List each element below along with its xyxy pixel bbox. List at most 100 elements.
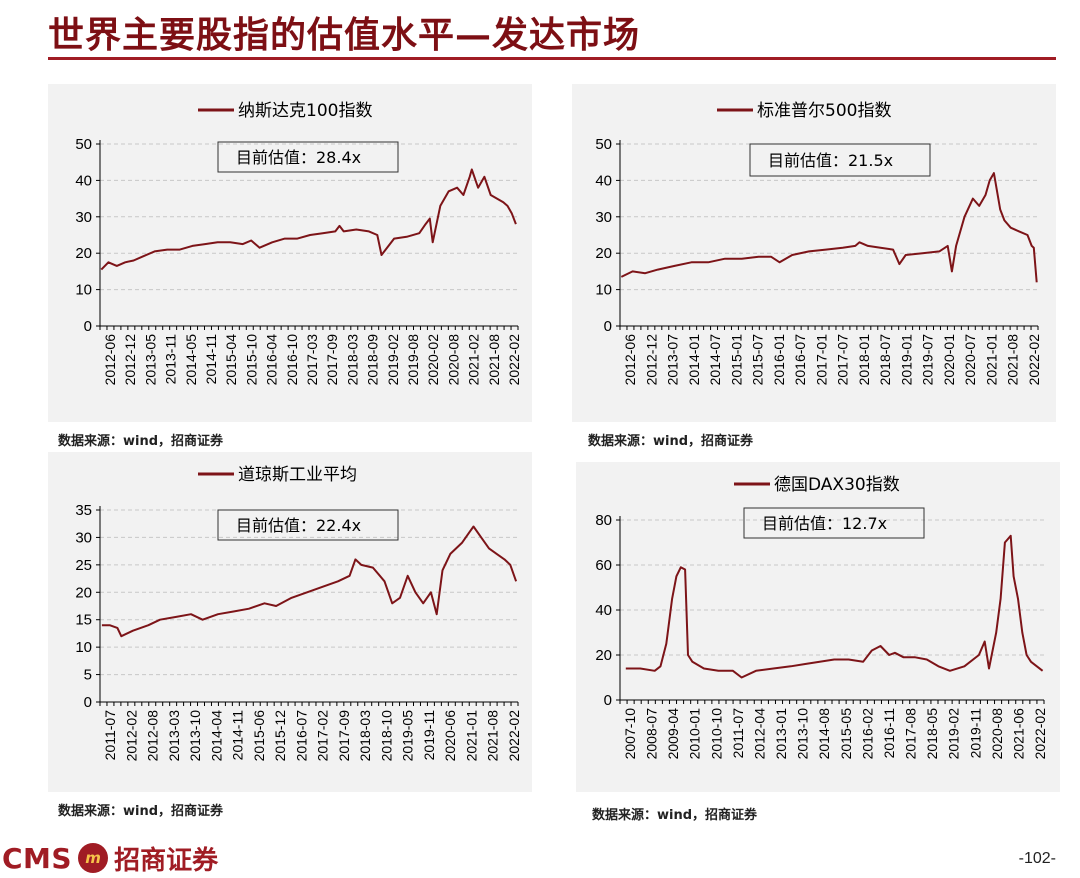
annotation-box [217,141,399,173]
x-tick-label: 2022-02 [506,334,522,386]
x-tick-label: 2013-11 [163,334,179,385]
x-tick-label: 2018-05 [924,708,940,760]
x-tick-label: 2020-06 [442,710,458,762]
x-tick-label: 2013-07 [665,334,681,386]
x-tick-label: 2019-01 [898,334,914,386]
x-tick-label: 2019-02 [385,334,401,386]
legend-label: 纳斯达克100指数 [238,101,372,121]
y-tick-label: 0 [604,692,612,709]
x-tick-label: 2015-10 [243,334,259,386]
y-tick-label: 0 [84,694,92,711]
x-tick-label: 2019-05 [400,710,416,762]
y-tick-label: 50 [595,136,612,153]
x-tick-label: 2015-06 [251,710,267,762]
x-tick-label: 2021-08 [486,334,502,386]
chart-panel-dax: 0 20 40 60 80 2007-10 2008-07 2009-04 2010-01 201… [576,462,1060,792]
annotation-text: 目前估值：12.7x [762,514,887,533]
y-tick-label: 20 [595,245,612,262]
y-tick-label: 0 [604,318,612,335]
x-tick-label: 2016-01 [771,334,787,386]
x-tick-label: 2012-02 [123,710,139,762]
x-tick-label: 2014-04 [208,710,224,762]
y-tick-label: 60 [595,557,612,574]
series-line-dow [101,525,518,638]
x-tick-label: 2017-01 [813,334,829,386]
chart-panel-sp500: 0 10 20 30 40 50 2012-06 2012-12 2013-07 2014-01 2… [572,84,1056,422]
x-tick-label: 2013-01 [773,708,789,760]
source-note-sp500: 数据来源：wind，招商证券 [588,434,754,449]
y-tick-label: 20 [75,584,92,601]
y-tick-label: 5 [84,667,92,684]
logo-company-name: 招商证券 [114,845,219,876]
legend-label: 德国DAX30指数 [774,475,900,495]
x-tick-label: 2016-02 [859,708,875,760]
chart-sp500: 0 10 20 30 40 50 2012-06 2012-12 2013-07 2014-01 2… [595,101,1042,386]
x-tick-label: 2020-07 [962,334,978,386]
page-title: 世界主要股指的估值水平—发达市场 [48,14,641,56]
x-tick-label: 2018-01 [856,334,872,386]
x-tick-label: 2016-07 [293,710,309,762]
x-tick-label: 2009-04 [665,708,681,760]
source-note-dax: 数据来源：wind，招商证券 [592,808,758,823]
x-tick-label: 2018-03 [357,710,373,762]
x-tick-label: 2012-12 [122,334,138,386]
y-tick-label: 20 [595,647,612,664]
annotation-box [749,143,931,177]
x-tick-label: 2018-10 [378,710,394,762]
x-tick-label: 2016-07 [792,334,808,386]
chart-panel-nasdaq: 0 10 20 30 40 50 2012-06 2012-12 2013-05 2013-11 2… [48,84,532,422]
source-note-nasdaq: 数据来源：wind，招商证券 [58,434,224,449]
x-tick-label: 2012-06 [102,334,118,386]
x-tick-label: 2021-08 [1005,334,1021,386]
y-tick-label: 50 [75,136,92,153]
x-tick-label: 2021-06 [1010,708,1026,760]
y-tick-label: 30 [75,209,92,226]
x-tick-label: 2014-01 [686,334,702,386]
x-tick-label: 2011-07 [730,708,746,759]
x-tick-label: 2021-02 [466,334,482,386]
annotation-text: 目前估值：28.4x [236,148,361,167]
x-tick-label: 2017-09 [336,710,352,762]
x-tick-label: 2018-07 [877,334,893,386]
x-tick-label: 2015-07 [750,334,766,386]
x-tick-label: 2020-08 [445,334,461,386]
legend-label: 标准普尔500指数 [757,101,891,121]
x-tick-label: 2020-08 [989,708,1005,760]
y-tick-label: 10 [75,639,92,656]
x-tick-label: 2020-02 [425,334,441,386]
source-note-dow: 数据来源：wind，招商证券 [58,804,224,819]
x-tick-label: 2016-11 [881,708,897,759]
x-tick-label: 2015-12 [272,710,288,762]
y-tick-label: 35 [75,502,92,519]
legend-label: 道琼斯工业平均 [238,465,357,485]
x-tick-label: 2014-07 [707,334,723,386]
x-tick-label: 2013-10 [795,708,811,760]
x-tick-label: 2021-08 [485,710,501,762]
annotation-box [743,507,925,539]
x-tick-label: 2017-02 [315,710,331,762]
x-tick-label: 2020-01 [941,334,957,386]
x-tick-label: 2015-04 [223,334,239,386]
y-tick-label: 10 [75,282,92,299]
x-tick-label: 2019-11 [421,710,437,761]
x-tick-label: 2016-04 [264,334,280,386]
x-tick-label: 2018-09 [365,334,381,386]
x-tick-label: 2017-03 [304,334,320,386]
x-tick-label: 2017-07 [835,334,851,386]
y-tick-label: 30 [595,209,612,226]
annotation-box [217,509,399,541]
x-tick-label: 2018-03 [344,334,360,386]
x-tick-label: 2012-08 [145,710,161,762]
logo-mark-icon: m [78,843,109,873]
x-tick-label: 2017-08 [903,708,919,760]
y-tick-label: 10 [595,282,612,299]
y-tick-label: 40 [75,172,92,189]
x-tick-label: 2013-10 [187,710,203,762]
x-tick-label: 2022-02 [1026,334,1042,386]
x-tick-label: 2021-01 [983,334,999,386]
x-tick-label: 2021-01 [463,710,479,762]
chart-dax: 0 20 40 60 80 2007-10 2008-07 2009-04 2010-01 201… [595,475,1048,760]
page-number: -102- [1018,850,1056,867]
cms-logo: CMS m 招商证券 [2,840,218,876]
